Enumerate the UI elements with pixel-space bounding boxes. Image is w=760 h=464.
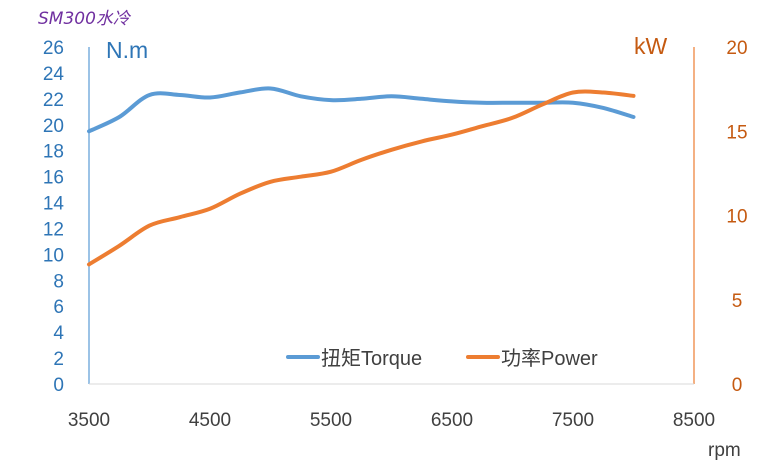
- left-axis-tick-label: 8: [53, 271, 64, 292]
- right-axis-tick-label: 15: [726, 122, 747, 143]
- x-axis-tick-label: 6500: [431, 410, 473, 431]
- torque-series-line: [87, 86, 636, 134]
- x-axis-tick-label: 7500: [552, 410, 594, 431]
- left-axis-tick-label: 10: [43, 245, 64, 266]
- chart-title: SM300水冷: [38, 9, 132, 29]
- x-axis-tick-label: 5500: [310, 410, 352, 431]
- legend-label-power: 功率Power: [501, 347, 598, 370]
- right-axis-tick-label: 10: [726, 207, 747, 228]
- left-axis-tick-label: 2: [53, 349, 64, 370]
- left-axis-tick-label: 6: [53, 297, 64, 318]
- left-axis-tick-label: 14: [43, 194, 65, 215]
- power-series-line: [87, 89, 636, 267]
- left-axis-tick-label: 22: [43, 90, 64, 111]
- left-axis-unit-label: N.m: [106, 37, 148, 63]
- x-axis-unit-label: rpm: [708, 440, 741, 461]
- right-axis-tick-label: 20: [726, 38, 747, 59]
- left-axis-tick-label: 24: [43, 64, 65, 85]
- legend: 扭矩Torque 功率Power: [286, 347, 598, 370]
- legend-label-torque: 扭矩Torque: [321, 347, 422, 370]
- left-axis-tick-label: 16: [43, 168, 64, 189]
- x-axis-tick-label: 4500: [189, 410, 231, 431]
- left-axis-tick-label: 12: [43, 219, 64, 240]
- right-axis-tick-label: 0: [732, 375, 743, 396]
- x-axis-tick-label: 8500: [673, 410, 715, 431]
- left-axis-tick-label: 4: [53, 323, 64, 344]
- left-axis-tick-label: 20: [43, 116, 64, 137]
- right-axis-tick-label: 5: [732, 291, 743, 312]
- left-axis-tick-label: 0: [53, 375, 64, 396]
- right-axis-unit-label: kW: [634, 33, 668, 59]
- series-group: [87, 86, 636, 267]
- x-axis-tick-label: 3500: [68, 410, 110, 431]
- left-axis-tick-label: 18: [43, 142, 64, 163]
- left-axis-tick-label: 26: [43, 38, 64, 59]
